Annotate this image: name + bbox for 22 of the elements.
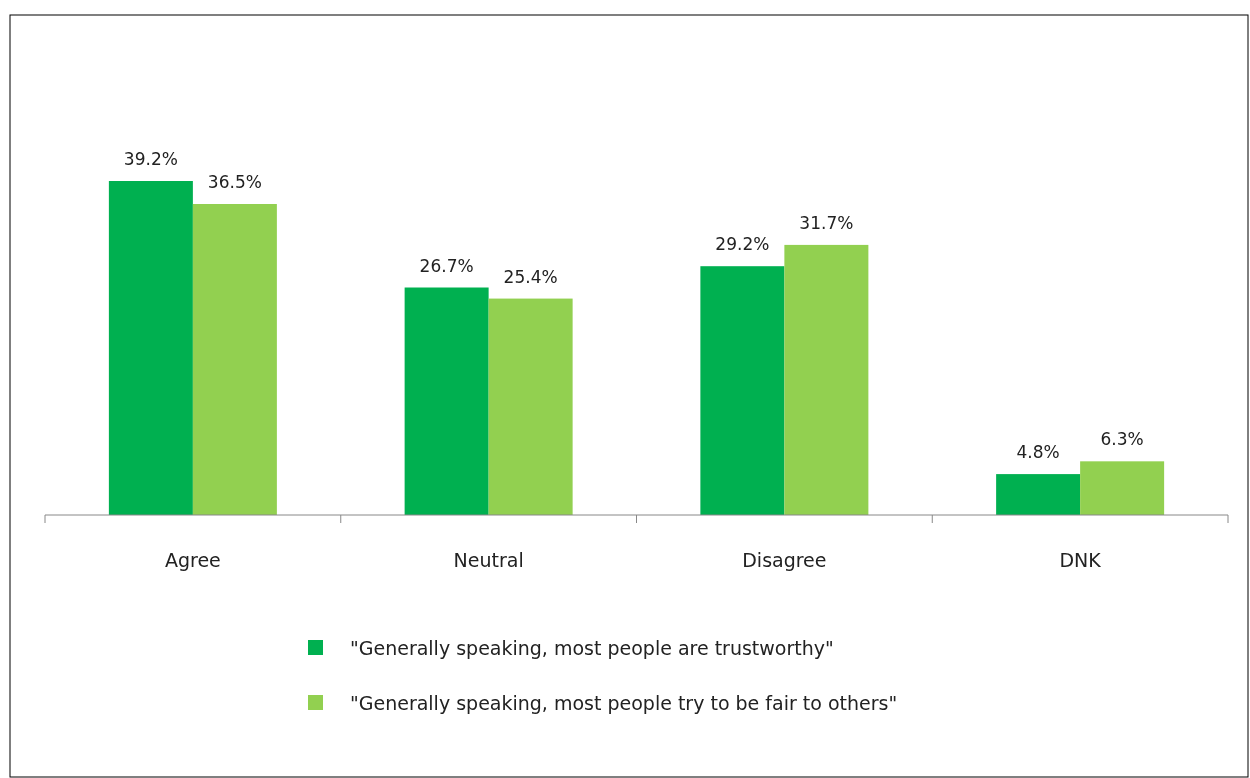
bar xyxy=(108,181,193,515)
legend-label: "Generally speaking, most people try to be fair to others" xyxy=(350,692,898,714)
data-label: 39.2% xyxy=(123,149,178,169)
bar xyxy=(700,266,785,515)
data-label: 4.8% xyxy=(1016,442,1060,463)
bar xyxy=(488,298,573,515)
data-label: 26.7% xyxy=(419,255,474,276)
data-label: 36.5% xyxy=(207,172,262,193)
x-tick-label: Agree xyxy=(164,549,221,571)
data-label: 31.7% xyxy=(799,212,854,233)
bar xyxy=(784,244,869,515)
x-tick-label: Neutral xyxy=(453,549,524,571)
x-tick-label: DNK xyxy=(1059,549,1102,571)
data-label: 25.4% xyxy=(503,266,558,287)
bar xyxy=(1080,461,1165,515)
data-label: 6.3% xyxy=(1100,429,1144,450)
x-tick-label: Disagree xyxy=(742,549,827,571)
bar xyxy=(404,287,489,515)
data-label: 29.2% xyxy=(715,234,770,255)
bar xyxy=(996,474,1081,515)
bar xyxy=(192,204,277,515)
legend-label: "Generally speaking, most people are trustworthy" xyxy=(350,637,834,659)
